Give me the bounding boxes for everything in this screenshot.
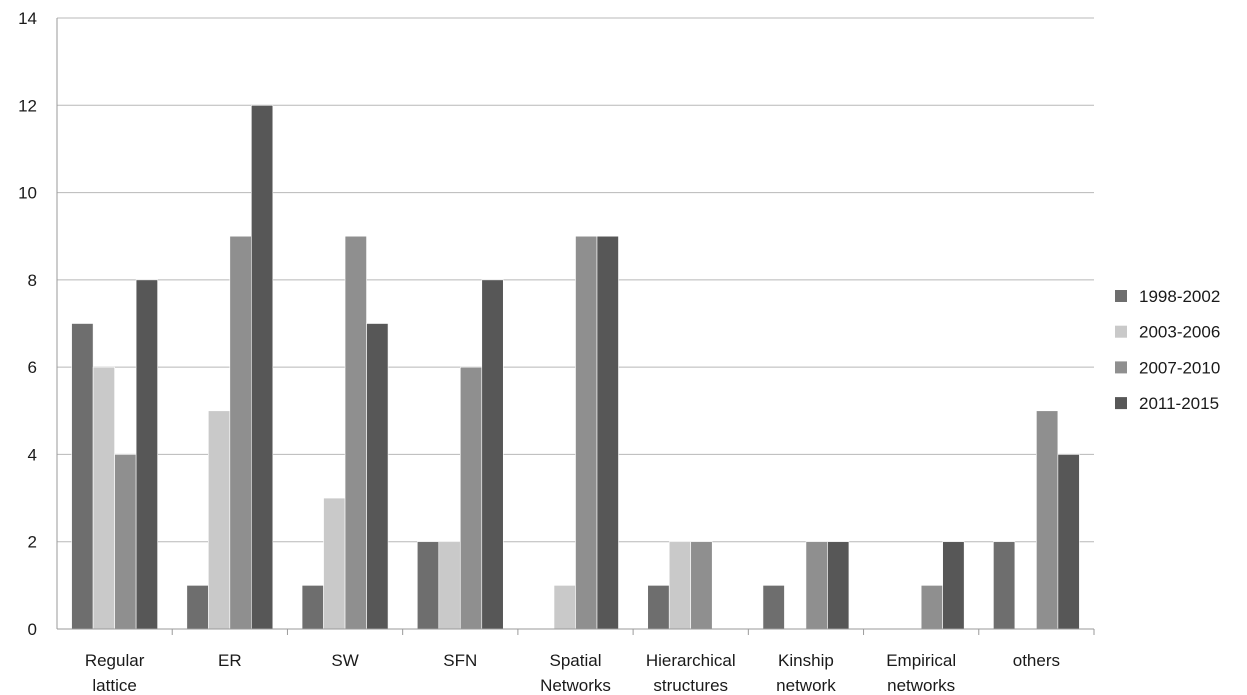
legend: 1998-2002 2003-2006 2007-2010 2011-2015 xyxy=(1115,287,1220,413)
bar-2003-2006 xyxy=(668,541,692,630)
bar-2007-2010 xyxy=(229,235,252,630)
bar-2003-2006 xyxy=(92,366,115,630)
axes xyxy=(56,18,1095,635)
bar-2011-2015 xyxy=(481,279,504,630)
bar-2011-2015 xyxy=(827,541,850,630)
legend-item: 2003-2006 xyxy=(1115,323,1220,342)
bar-2011-2015 xyxy=(251,104,274,630)
x-tick-label: Kinship xyxy=(778,651,834,670)
legend-swatch xyxy=(1115,290,1127,302)
x-tick-label: SFN xyxy=(443,651,477,670)
x-tick-label: structures xyxy=(653,676,728,695)
x-tick-label: Empirical xyxy=(886,651,956,670)
bar-2011-2015 xyxy=(596,235,619,630)
y-tick-label: 14 xyxy=(18,9,37,28)
legend-swatch xyxy=(1115,361,1127,374)
bar-2011-2015 xyxy=(1057,454,1080,630)
y-tick-label: 0 xyxy=(28,620,37,639)
bar-2007-2010 xyxy=(1036,410,1059,630)
x-tick-label: networks xyxy=(887,676,955,695)
y-tick-label: 6 xyxy=(28,358,37,377)
y-tick-label: 4 xyxy=(28,445,37,464)
bar-2003-2006 xyxy=(438,541,461,630)
x-tick-label: network xyxy=(776,676,836,695)
legend-swatch xyxy=(1115,397,1127,410)
legend-item: 1998-2002 xyxy=(1115,287,1220,306)
bar-2003-2006 xyxy=(323,497,346,630)
bar-2003-2006 xyxy=(553,585,576,630)
x-tick-label: lattice xyxy=(92,676,136,695)
bar-2011-2015 xyxy=(942,541,965,630)
legend-label: 2007-2010 xyxy=(1139,358,1220,377)
bar-1998-2002 xyxy=(993,541,1016,630)
x-tick-label: Networks xyxy=(540,676,611,695)
y-tick-label: 8 xyxy=(28,271,37,290)
x-tick-label: Spatial xyxy=(550,651,602,670)
bar-1998-2002 xyxy=(186,585,209,630)
bar-2011-2015 xyxy=(366,323,389,630)
x-tick-label: Hierarchical xyxy=(646,651,736,670)
y-tick-label: 12 xyxy=(18,96,37,115)
legend-label: 1998-2002 xyxy=(1139,287,1220,306)
legend-swatch xyxy=(1115,325,1127,338)
bar-2007-2010 xyxy=(114,454,137,630)
x-tick-label: others xyxy=(1013,651,1060,670)
y-tick-label: 10 xyxy=(18,184,37,203)
y-tick-label: 2 xyxy=(28,533,37,552)
bar-1998-2002 xyxy=(647,585,670,630)
x-tick-label: SW xyxy=(331,651,358,670)
bar-2007-2010 xyxy=(459,366,483,630)
bar-1998-2002 xyxy=(71,323,94,630)
legend-item: 2011-2015 xyxy=(1115,394,1219,413)
legend-label: 2011-2015 xyxy=(1139,394,1219,413)
bars xyxy=(71,104,1080,630)
bar-2007-2010 xyxy=(805,541,828,630)
bar-2003-2006 xyxy=(208,410,231,630)
bar-1998-2002 xyxy=(416,541,440,630)
bar-2007-2010 xyxy=(920,585,943,630)
legend-label: 2003-2006 xyxy=(1139,323,1220,342)
x-tick-label: Regular xyxy=(85,651,145,670)
x-tick-label: ER xyxy=(218,651,242,670)
bar-2007-2010 xyxy=(344,235,367,630)
bar-1998-2002 xyxy=(301,585,324,630)
y-axis-tick-labels: 0 2 4 6 8 10 12 14 xyxy=(18,9,37,639)
x-axis-tick-labels: Regular lattice ER SW SFN Spatial Networks Hier… xyxy=(85,651,1060,695)
bar-2007-2010 xyxy=(575,235,598,630)
bar-2011-2015 xyxy=(135,279,158,630)
legend-item: 2007-2010 xyxy=(1115,358,1220,377)
bar-1998-2002 xyxy=(762,585,785,630)
bar-2007-2010 xyxy=(690,541,713,630)
